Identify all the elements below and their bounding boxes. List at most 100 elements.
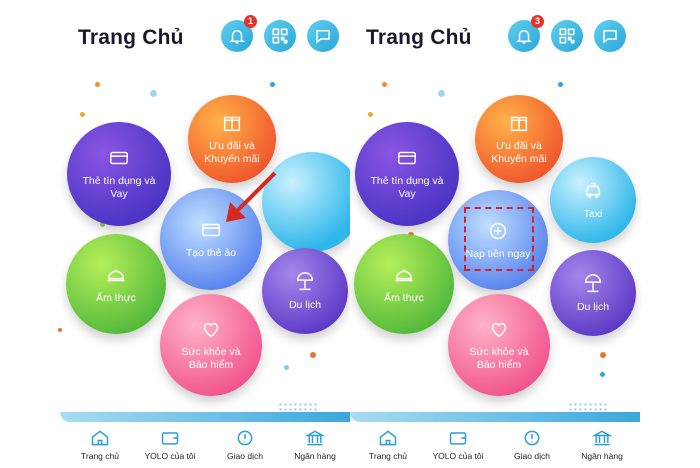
transaction-icon <box>524 430 540 446</box>
bubble-label: Thẻ tín dụng và Vay <box>370 175 444 200</box>
food-tray-icon <box>395 269 413 281</box>
notification-badge: 1 <box>244 15 257 28</box>
qr-button[interactable] <box>264 20 296 52</box>
decor-dot <box>382 82 387 87</box>
decor-dot <box>600 352 606 358</box>
bubble-label: Sức khỏe và Bảo hiểm <box>469 346 529 371</box>
tab-bank[interactable]: Ngân hàng <box>275 428 350 461</box>
tab-label: YOLO của tôi <box>144 451 196 461</box>
bubble-label: Du lịch <box>288 298 322 311</box>
bubble-label: Ưu đãi và Khuyến mãi <box>204 140 260 165</box>
decor-dot <box>95 82 100 87</box>
decor-dot <box>100 222 105 227</box>
bubble-offers[interactable]: Ưu đãi và Khuyến mãi <box>188 95 276 183</box>
bell-icon <box>516 30 532 44</box>
chat-bubble-icon <box>316 30 330 44</box>
bubble-food[interactable]: Ẩm thực <box>66 234 166 334</box>
wallet-icon <box>161 432 179 445</box>
bubble-label: Du lịch <box>576 300 610 313</box>
qr-code-icon <box>559 28 575 44</box>
food-tray-icon <box>107 269 125 281</box>
taxi-icon <box>585 182 601 198</box>
tab-label: Ngân hàng <box>294 451 336 461</box>
wallet-icon <box>449 432 467 445</box>
bubble-label: Thẻ tín dụng và Vay <box>82 175 156 200</box>
beach-umbrella-icon <box>584 273 602 292</box>
bubble-credit-and-loan[interactable]: Thẻ tín dụng và Vay <box>67 122 171 226</box>
bubble-food[interactable]: Ẩm thực <box>354 234 454 334</box>
heart-icon <box>491 322 507 338</box>
decor-dot <box>270 82 275 87</box>
card-icon <box>202 223 220 236</box>
bubble-taxi[interactable]: Taxi <box>550 157 636 243</box>
qr-button[interactable] <box>551 20 583 52</box>
bubble-label: Ẩm thực <box>384 291 424 304</box>
tab-label: Ngân hàng <box>581 451 623 461</box>
heart-icon <box>203 322 219 338</box>
highlight-box <box>464 207 534 271</box>
decor-dot <box>600 372 605 377</box>
home-icon <box>91 430 109 446</box>
decor-wave <box>350 412 640 422</box>
bubble-credit-and-loan[interactable]: Thẻ tín dụng và Vay <box>355 122 459 226</box>
screen-after: Trang Chủ 3 Thẻ tín dụng và Vay Ưu đãi v… <box>350 0 700 468</box>
bubble-label: Ẩm thực <box>96 291 136 304</box>
bubble-label: Ưu đãi và Khuyến mãi <box>491 140 547 165</box>
tab-my-yolo[interactable]: YOLO của tôi <box>418 428 498 461</box>
bubble-label: Taxi <box>583 207 603 220</box>
decor-wave <box>60 412 350 422</box>
transaction-icon <box>237 430 253 446</box>
bottom-tab-bar: Trang chủ YOLO của tôi Giao dịch Ngân hà… <box>350 412 700 468</box>
page-title: Trang Chủ <box>78 26 184 49</box>
tab-home[interactable]: Trang chủ <box>350 428 428 461</box>
home-icon <box>379 430 397 446</box>
decor-dot <box>558 82 563 87</box>
bubble-label: Sức khỏe và Bảo hiểm <box>181 346 241 371</box>
decor-dot <box>438 90 445 97</box>
notifications-button[interactable]: 1 <box>221 15 257 52</box>
tab-home[interactable]: Trang chủ <box>60 428 140 461</box>
chat-button[interactable] <box>307 20 339 52</box>
chat-bubble-icon <box>603 30 617 44</box>
bubble-offers[interactable]: Ưu đãi và Khuyến mãi <box>475 95 563 183</box>
decor-dot <box>150 90 157 97</box>
gift-icon <box>223 116 241 132</box>
bell-icon <box>229 30 245 44</box>
pointer-arrow <box>226 171 277 222</box>
bank-icon <box>305 430 325 446</box>
bubble-health-insurance[interactable]: Sức khỏe và Bảo hiểm <box>448 294 550 396</box>
tab-label: YOLO của tôi <box>432 451 484 461</box>
beach-umbrella-icon <box>296 271 314 290</box>
card-icon <box>110 151 128 165</box>
notification-badge: 3 <box>531 15 544 28</box>
screen-before: Trang Chủ 1 Thẻ tín dụng và Vay Ưu đãi v… <box>0 15 350 468</box>
chat-button[interactable] <box>594 20 626 52</box>
card-icon <box>398 151 416 165</box>
qr-code-icon <box>272 28 288 44</box>
decor-dot <box>368 112 373 117</box>
decor-dot <box>310 352 316 358</box>
bubble-health-insurance[interactable]: Sức khỏe và Bảo hiểm <box>160 294 262 396</box>
notifications-button[interactable]: 3 <box>508 15 544 52</box>
bubble-travel[interactable]: Du lịch <box>262 248 348 334</box>
gift-icon <box>510 116 528 132</box>
tab-my-yolo[interactable]: YOLO của tôi <box>130 428 210 461</box>
tab-bank[interactable]: Ngân hàng <box>562 428 642 461</box>
bubble-travel[interactable]: Du lịch <box>550 250 636 336</box>
tab-label: Giao dịch <box>227 451 263 461</box>
tab-label: Trang chủ <box>81 451 119 461</box>
tab-label: Giao dịch <box>514 451 550 461</box>
decor-dot <box>58 328 62 332</box>
decor-dot <box>80 112 85 117</box>
bubble-label: Nạp tiền ngay <box>465 247 531 260</box>
tab-transactions[interactable]: Giao dịch <box>205 428 285 461</box>
decor-dot <box>284 365 289 370</box>
tab-label: Trang chủ <box>369 451 407 461</box>
plus-circle-icon <box>489 222 507 239</box>
bubble-taxi-partial[interactable] <box>262 152 350 252</box>
bottom-tab-bar: Trang chủ YOLO của tôi Giao dịch Ngân hà… <box>0 412 350 468</box>
bank-icon <box>592 430 612 446</box>
bubble-label: Tạo thẻ ảo <box>185 246 237 259</box>
page-title: Trang Chủ <box>366 26 472 49</box>
tab-transactions[interactable]: Giao dịch <box>492 428 572 461</box>
